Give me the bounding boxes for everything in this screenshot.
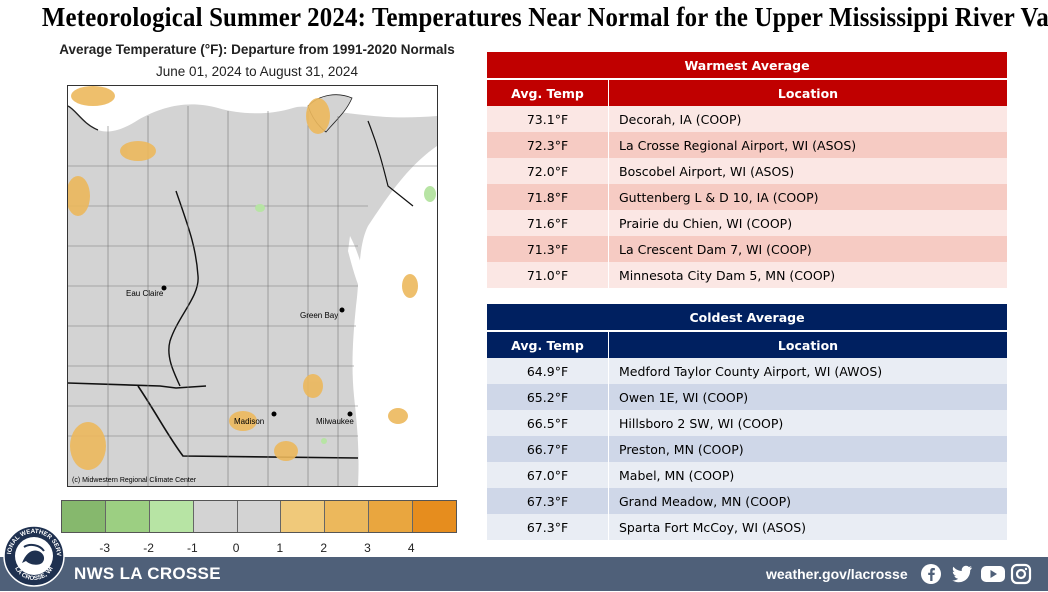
location-cell: Boscobel Airport, WI (ASOS) bbox=[608, 158, 1007, 184]
city-label-milwaukee: Milwaukee bbox=[316, 417, 354, 426]
table-row: 67.3°F Grand Meadow, MN (COOP) bbox=[487, 488, 1007, 514]
avg-temp-cell: 72.0°F bbox=[487, 158, 609, 184]
footer-bar: NWS LA CROSSE weather.gov/lacrosse bbox=[0, 557, 1048, 591]
location-cell: Medford Taylor County Airport, WI (AWOS) bbox=[608, 358, 1007, 384]
avg-temp-cell: 66.5°F bbox=[487, 410, 609, 436]
footer-office-name: NWS LA CROSSE bbox=[74, 564, 221, 583]
legend-label: 1 bbox=[276, 541, 284, 555]
twitter-icon[interactable] bbox=[950, 563, 972, 585]
avg-temp-cell: 67.3°F bbox=[487, 514, 609, 540]
youtube-icon[interactable] bbox=[980, 563, 1005, 585]
avg-temp-cell: 65.2°F bbox=[487, 384, 609, 410]
warmest-col-location: Location bbox=[608, 78, 1007, 106]
location-cell: Prairie du Chien, WI (COOP) bbox=[608, 210, 1007, 236]
table-row: 67.0°F Mabel, MN (COOP) bbox=[487, 462, 1007, 488]
legend-label: -1 bbox=[186, 541, 198, 555]
footer-url-link[interactable]: weather.gov/lacrosse bbox=[766, 566, 908, 582]
coldest-col-temp: Avg. Temp bbox=[487, 330, 609, 358]
coldest-col-location: Location bbox=[608, 330, 1007, 358]
location-cell: Minnesota City Dam 5, MN (COOP) bbox=[608, 262, 1007, 288]
location-cell: Guttenberg L & D 10, IA (COOP) bbox=[608, 184, 1007, 210]
table-row: 66.5°F Hillsboro 2 SW, WI (COOP) bbox=[487, 410, 1007, 436]
table-row: 65.2°F Owen 1E, WI (COOP) bbox=[487, 384, 1007, 410]
legend-label: 3 bbox=[364, 541, 371, 555]
table-row: 72.3°F La Crosse Regional Airport, WI (AS… bbox=[487, 132, 1007, 158]
location-cell: La Crescent Dam 7, WI (COOP) bbox=[608, 236, 1007, 262]
warmest-caption: Warmest Average bbox=[487, 52, 1007, 79]
coldest-caption: Coldest Average bbox=[487, 304, 1007, 331]
table-row: 67.3°F Sparta Fort McCoy, WI (ASOS) bbox=[487, 514, 1007, 540]
legend-swatch bbox=[369, 501, 414, 532]
table-row: 71.3°F La Crescent Dam 7, WI (COOP) bbox=[487, 236, 1007, 262]
legend-label: 0 bbox=[232, 541, 240, 555]
location-cell: Sparta Fort McCoy, WI (ASOS) bbox=[608, 514, 1007, 540]
table-row: 64.9°F Medford Taylor County Airport, WI … bbox=[487, 358, 1007, 384]
city-label-madison: Madison bbox=[234, 417, 264, 426]
avg-temp-cell: 67.3°F bbox=[487, 488, 609, 514]
avg-temp-cell: 71.8°F bbox=[487, 184, 609, 210]
lake-superior bbox=[68, 86, 437, 132]
table-row: 71.6°F Prairie du Chien, WI (COOP) bbox=[487, 210, 1007, 236]
facebook-icon[interactable] bbox=[920, 563, 942, 585]
avg-temp-cell: 71.3°F bbox=[487, 236, 609, 262]
color-legend bbox=[61, 500, 457, 533]
avg-temp-cell: 67.0°F bbox=[487, 462, 609, 488]
coldest-average-table: Coldest Average Avg. Temp Location 64.9°… bbox=[487, 304, 1007, 540]
avg-temp-cell: 71.0°F bbox=[487, 262, 609, 288]
green-bay-water bbox=[348, 236, 369, 298]
avg-temp-cell: 72.3°F bbox=[487, 132, 609, 158]
avg-temp-cell: 71.6°F bbox=[487, 210, 609, 236]
lake-michigan bbox=[352, 146, 437, 486]
warmest-col-temp: Avg. Temp bbox=[487, 78, 609, 106]
location-cell: Grand Meadow, MN (COOP) bbox=[608, 488, 1007, 514]
legend-labels: -3 -2 -1 0 1 2 3 4 bbox=[61, 541, 455, 557]
city-label-eau-claire: Eau Claire bbox=[126, 289, 164, 298]
table-row: 72.0°F Boscobel Airport, WI (ASOS) bbox=[487, 158, 1007, 184]
table-row: 71.8°F Guttenberg L & D 10, IA (COOP) bbox=[487, 184, 1007, 210]
map-credit: (c) Midwestern Regional Climate Center bbox=[72, 477, 197, 484]
legend-swatch bbox=[281, 501, 326, 532]
warmest-average-table: Warmest Average Avg. Temp Location 73.1°… bbox=[487, 52, 1007, 288]
location-cell: Owen 1E, WI (COOP) bbox=[608, 384, 1007, 410]
location-cell: La Crosse Regional Airport, WI (ASOS) bbox=[608, 132, 1007, 158]
city-label-green-bay: Green Bay bbox=[300, 311, 338, 320]
location-cell: Preston, MN (COOP) bbox=[608, 436, 1007, 462]
legend-label: -2 bbox=[143, 541, 154, 555]
table-row: 66.7°F Preston, MN (COOP) bbox=[487, 436, 1007, 462]
legend-swatch bbox=[193, 501, 238, 532]
table-row: 73.1°F Decorah, IA (COOP) bbox=[487, 106, 1007, 132]
location-cell: Hillsboro 2 SW, WI (COOP) bbox=[608, 410, 1007, 436]
avg-temp-cell: 73.1°F bbox=[487, 106, 609, 132]
legend-swatch bbox=[149, 501, 194, 532]
location-cell: Mabel, MN (COOP) bbox=[608, 462, 1007, 488]
avg-temp-cell: 66.7°F bbox=[487, 436, 609, 462]
table-row: 71.0°F Minnesota City Dam 5, MN (COOP) bbox=[487, 262, 1007, 288]
temperature-departure-map: Eau Claire Green Bay Madison Milwaukee (… bbox=[67, 85, 438, 487]
legend-swatch bbox=[105, 501, 150, 532]
map-heading: Average Temperature (°F): Departure from… bbox=[59, 42, 455, 57]
legend-swatch bbox=[413, 501, 457, 532]
instagram-icon[interactable] bbox=[1010, 563, 1032, 585]
location-cell: Decorah, IA (COOP) bbox=[608, 106, 1007, 132]
legend-swatch bbox=[62, 501, 106, 532]
page-title: Meteorological Summer 2024: Temperatures… bbox=[41, 2, 1048, 32]
legend-label: 4 bbox=[407, 541, 415, 555]
legend-swatch bbox=[325, 501, 370, 532]
legend-swatch bbox=[237, 501, 282, 532]
legend-label: 2 bbox=[320, 541, 327, 555]
legend-label: -3 bbox=[99, 541, 111, 555]
avg-temp-cell: 64.9°F bbox=[487, 358, 609, 384]
nws-logo: NATIONAL WEATHER SERVICE LA CROSSE, WI bbox=[0, 518, 66, 587]
map-date-range: June 01, 2024 to August 31, 2024 bbox=[156, 64, 358, 79]
